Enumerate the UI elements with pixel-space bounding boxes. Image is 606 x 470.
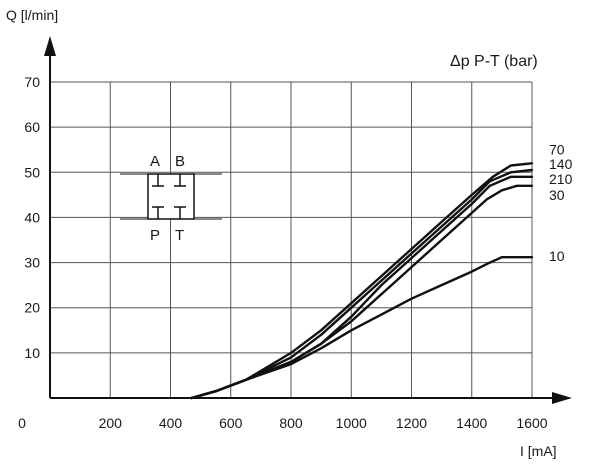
port-label-p: P — [150, 227, 160, 244]
axes — [44, 36, 572, 404]
series-line-10 — [190, 256, 534, 400]
y-tick-labels: 10 20 30 40 50 60 70 — [24, 74, 40, 361]
x-tick-label: 600 — [219, 415, 243, 431]
y-tick-label: 70 — [24, 74, 40, 90]
y-tick-label: 50 — [24, 164, 40, 180]
series-line-70 — [190, 162, 534, 400]
series-label-140: 140 — [549, 156, 573, 172]
y-axis-title: Q [l/min] — [6, 7, 58, 23]
series-line-210 — [190, 175, 534, 400]
series-label-10: 10 — [549, 248, 565, 264]
series-label-210: 210 — [549, 171, 573, 187]
valve-symbol-icon: A B P T — [120, 153, 222, 244]
x-tick-label: 400 — [159, 415, 183, 431]
y-tick-label: 10 — [24, 345, 40, 361]
x-tick-label: 1200 — [396, 415, 427, 431]
x-axis-arrow-icon — [552, 392, 572, 404]
y-tick-label: 30 — [24, 255, 40, 271]
y-tick-label: 20 — [24, 300, 40, 316]
grid — [50, 81, 533, 398]
port-label-t: T — [175, 227, 184, 244]
y-tick-label: 60 — [24, 119, 40, 135]
valve-box — [147, 173, 195, 220]
x-tick-label: 1000 — [336, 415, 367, 431]
x-tick-label: 800 — [279, 415, 303, 431]
legend-title: Δp P-T (bar) — [450, 53, 538, 70]
series-label-70: 70 — [549, 142, 565, 158]
x-tick-label: 0 — [18, 415, 26, 431]
x-tick-labels: 0 200 400 600 800 1000 1200 1400 1600 — [18, 415, 548, 431]
port-label-b: B — [175, 153, 185, 170]
y-tick-label: 40 — [24, 209, 40, 225]
x-tick-label: 1400 — [456, 415, 487, 431]
series-lines — [190, 162, 534, 400]
port-label-a: A — [150, 153, 160, 170]
series-label-30: 30 — [549, 187, 565, 203]
y-axis-arrow-icon — [44, 36, 56, 56]
x-tick-label: 200 — [99, 415, 123, 431]
x-axis-title: I [mA] — [520, 443, 557, 459]
x-tick-label: 1600 — [516, 415, 547, 431]
